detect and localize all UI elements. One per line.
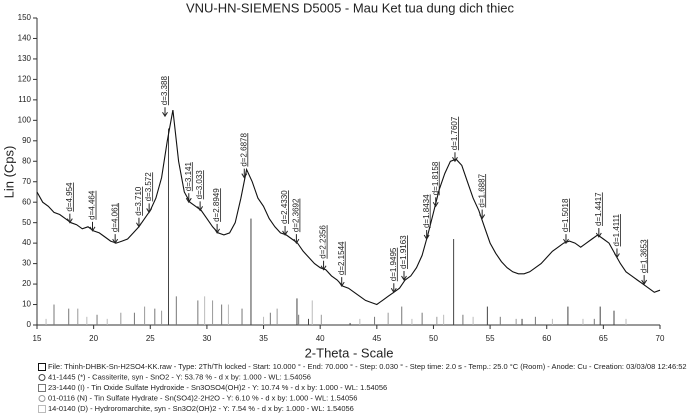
peak-label: d=1.5018 [561, 198, 570, 232]
y-axis-label: Lin (Cps) [1, 146, 16, 199]
peak-label: d=3.141 [184, 162, 193, 192]
arrow-head [641, 279, 648, 286]
arrow-head [479, 214, 486, 220]
y-tick-label: 90 [22, 136, 31, 145]
arrow-head [390, 287, 397, 294]
legend-icon [38, 384, 46, 392]
peak-label: d=1.8158 [431, 161, 440, 195]
peak-label: d=3.572 [144, 172, 153, 202]
arrow-head [136, 222, 142, 228]
legend-icon [38, 405, 46, 413]
y-tick-label: 120 [18, 75, 32, 84]
peak-label: d=2.3692 [292, 198, 301, 232]
arrow-head [241, 173, 248, 179]
arrow-head [197, 206, 204, 212]
x-tick-label: 70 [656, 334, 665, 343]
arrow-head [66, 218, 73, 224]
peak-label: d=4.464 [88, 190, 97, 220]
y-tick-label: 70 [22, 177, 31, 186]
y-tick-label: 30 [22, 259, 31, 268]
peak-label: d=2.6878 [239, 132, 248, 166]
peak-label: d=1.7607 [450, 116, 459, 150]
x-tick-label: 25 [146, 334, 155, 343]
arrow-head [162, 111, 168, 118]
peak-label: d=4.954 [65, 182, 74, 212]
arrow-head [214, 228, 221, 234]
arrow-head [112, 238, 119, 245]
y-tick-label: 50 [22, 218, 31, 227]
peak-label: d=2.4330 [280, 190, 289, 224]
y-tick-label: 100 [18, 115, 32, 124]
arrow-head [338, 281, 345, 288]
arrow-head [563, 238, 569, 245]
x-tick-label: 65 [599, 334, 608, 343]
peak-label: d=1.9163 [399, 235, 408, 269]
legend-icon [38, 363, 46, 371]
peak-label: d=1.3653 [639, 239, 648, 273]
arrow-head [595, 232, 602, 238]
legend-entry: 23-1440 (I) - Tin Oxide Sulfate Hydroxid… [48, 383, 387, 392]
peak-label: d=1.4111 [612, 214, 621, 247]
x-tick-label: 60 [542, 334, 551, 343]
arrow-head [282, 230, 288, 236]
legend-icon [38, 395, 46, 402]
peak-label: d=1.4417 [594, 192, 603, 226]
x-tick-label: 55 [486, 334, 495, 343]
peak-label: d=2.1544 [337, 241, 346, 275]
arrow-head [293, 238, 300, 245]
x-tick-label: 20 [89, 334, 98, 343]
x-tick-label: 15 [33, 334, 42, 343]
peak-label: d=1.9495 [389, 247, 398, 281]
arrow-head [432, 202, 439, 208]
legend-entry: 01-0116 (N) - Tin Sulfate Hydrate - Sn(S… [48, 393, 357, 402]
y-tick-label: 20 [22, 279, 31, 288]
arrow-head [89, 226, 96, 232]
arrow-head [185, 197, 192, 204]
y-tick-label: 60 [22, 197, 31, 206]
peak-label: d=3.710 [134, 186, 143, 216]
legend-icon [38, 374, 46, 381]
y-tick-label: 40 [22, 238, 31, 247]
y-tick-label: 130 [18, 54, 32, 63]
legend-entry: 41-1445 (*) - Cassiterite, syn - SnO2 - … [48, 372, 311, 381]
legend-entry: 14-0140 (D) - Hydroromarchite, syn - Sn3… [48, 404, 354, 413]
peak-label: d=3.033 [195, 170, 204, 200]
legend-entry: File: Thinh-DHBK-Sn-H2SO4-KK.raw - Type:… [48, 362, 687, 371]
x-tick-label: 30 [202, 334, 211, 343]
y-tick-label: 0 [27, 320, 32, 329]
y-tick-label: 110 [18, 95, 31, 104]
arrow-head [614, 253, 620, 259]
peak-label: d=2.2356 [319, 225, 328, 259]
arrow-head [452, 157, 458, 163]
peak-label: d=3.388 [160, 76, 169, 106]
x-tick-label: 35 [259, 334, 268, 343]
x-tick-label: 50 [429, 334, 438, 343]
peak-label: d=4.061 [110, 202, 119, 232]
peak-label: d=1.6887 [477, 173, 486, 207]
arrow-head [320, 265, 327, 271]
x-tick-label: 40 [316, 334, 325, 343]
arrow-head [401, 275, 407, 281]
arrow-head [146, 208, 153, 214]
y-tick-label: 10 [22, 300, 31, 309]
peak-label: d=1.8434 [422, 194, 431, 228]
y-tick-label: 150 [18, 13, 32, 22]
arrow-head [423, 234, 430, 240]
peak-label: d=2.8949 [212, 188, 221, 222]
x-axis-label: 2-Theta - Scale [305, 345, 394, 360]
y-tick-label: 140 [18, 34, 32, 43]
y-tick-label: 80 [22, 156, 31, 165]
chart-title: VNU-HN-SIEMENS D5005 - Mau Ket tua dung … [186, 0, 515, 15]
x-tick-label: 45 [372, 334, 381, 343]
